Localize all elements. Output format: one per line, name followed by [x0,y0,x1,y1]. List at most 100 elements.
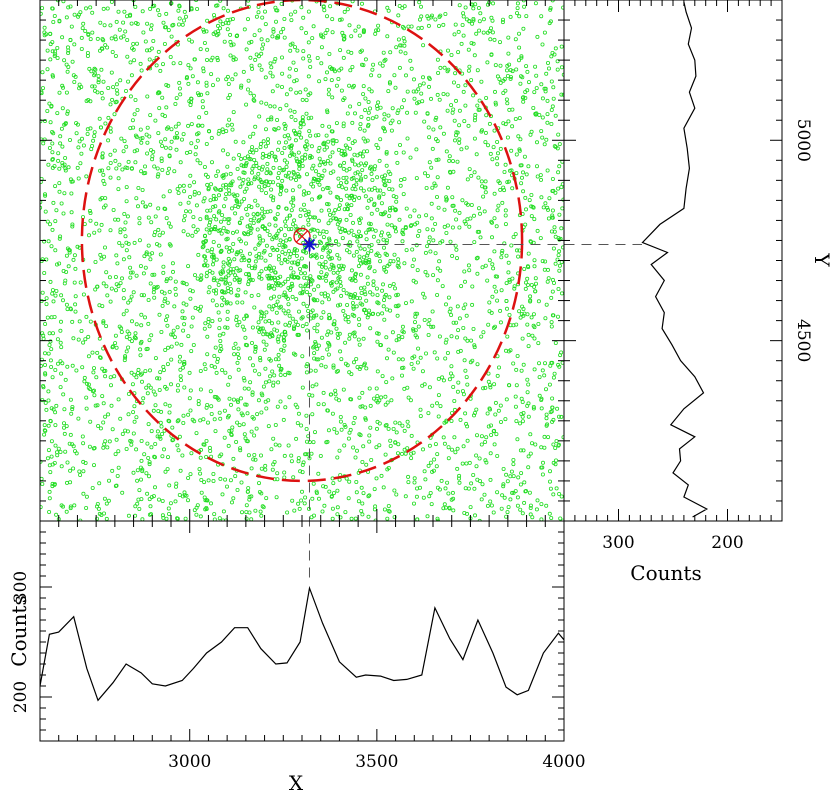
event-point [441,131,446,136]
event-point [138,127,143,132]
event-point [471,472,476,477]
event-point [282,453,287,458]
event-point [241,69,246,74]
event-point [206,478,211,483]
event-point [163,206,168,211]
event-point [287,255,292,260]
event-point [434,115,439,120]
event-point [306,92,311,97]
event-point [176,121,181,126]
event-point [521,26,526,31]
event-point [462,358,467,363]
event-point [198,471,203,476]
event-point [552,144,557,149]
event-point [253,457,258,462]
event-point [380,311,385,316]
event-point [361,444,366,449]
event-point [475,68,480,73]
event-point [99,90,104,95]
event-point [375,207,380,212]
event-point [430,403,435,408]
event-point [265,167,270,172]
event-point [559,185,564,190]
event-point [228,301,233,306]
event-point [450,225,455,230]
event-point [381,191,386,196]
event-point [520,419,525,424]
event-point [366,116,371,121]
event-point [228,32,233,37]
event-point [443,486,448,491]
event-point [211,239,216,244]
event-point [281,308,286,313]
event-point [50,73,55,78]
event-point [357,243,362,248]
event-point [552,371,557,376]
event-point [488,37,493,42]
event-point [274,235,279,240]
event-point [454,256,459,261]
event-point [513,489,518,494]
event-point [316,133,321,138]
event-point [308,214,313,219]
event-point [55,262,60,267]
event-point [432,457,437,462]
event-point [416,324,421,329]
event-point [303,152,308,157]
event-point [212,365,217,370]
event-point [334,280,339,285]
event-point [523,96,528,101]
event-point [198,418,203,423]
event-point [411,257,416,262]
event-point [81,441,86,446]
event-point [377,253,382,258]
event-point [474,433,479,438]
event-point [448,371,453,376]
event-point [178,378,183,383]
event-point [557,249,562,254]
event-point [418,4,423,9]
event-point [147,252,152,257]
event-point [344,175,349,180]
event-point [365,251,370,256]
event-point [514,419,519,424]
event-point [254,52,259,57]
event-point [216,397,221,402]
event-point [361,336,366,341]
event-point [460,389,465,394]
event-point [83,460,88,465]
event-point [256,219,261,224]
event-point [306,209,311,214]
event-point [237,423,242,428]
event-point [374,104,379,109]
event-point [263,319,268,324]
event-point [451,384,456,389]
event-point [311,227,316,232]
event-point [276,334,281,339]
event-point [230,248,235,253]
event-point [268,358,273,363]
event-point [239,216,244,221]
event-point [350,120,355,125]
event-point [203,498,208,503]
event-point [249,226,254,231]
event-point [418,355,423,360]
event-point [254,147,259,152]
event-point [43,209,48,214]
event-point [211,288,216,293]
event-point [242,27,247,32]
event-point [186,63,191,68]
event-point [429,216,434,221]
event-point [264,496,269,501]
event-point [155,376,160,381]
event-point [117,240,122,245]
event-point [289,114,294,119]
event-point [116,9,121,14]
event-point [539,517,544,521]
event-point [262,248,267,253]
event-point [179,342,184,347]
event-point [190,74,195,79]
event-point [146,243,151,248]
event-point [188,149,193,154]
event-point [70,363,75,368]
